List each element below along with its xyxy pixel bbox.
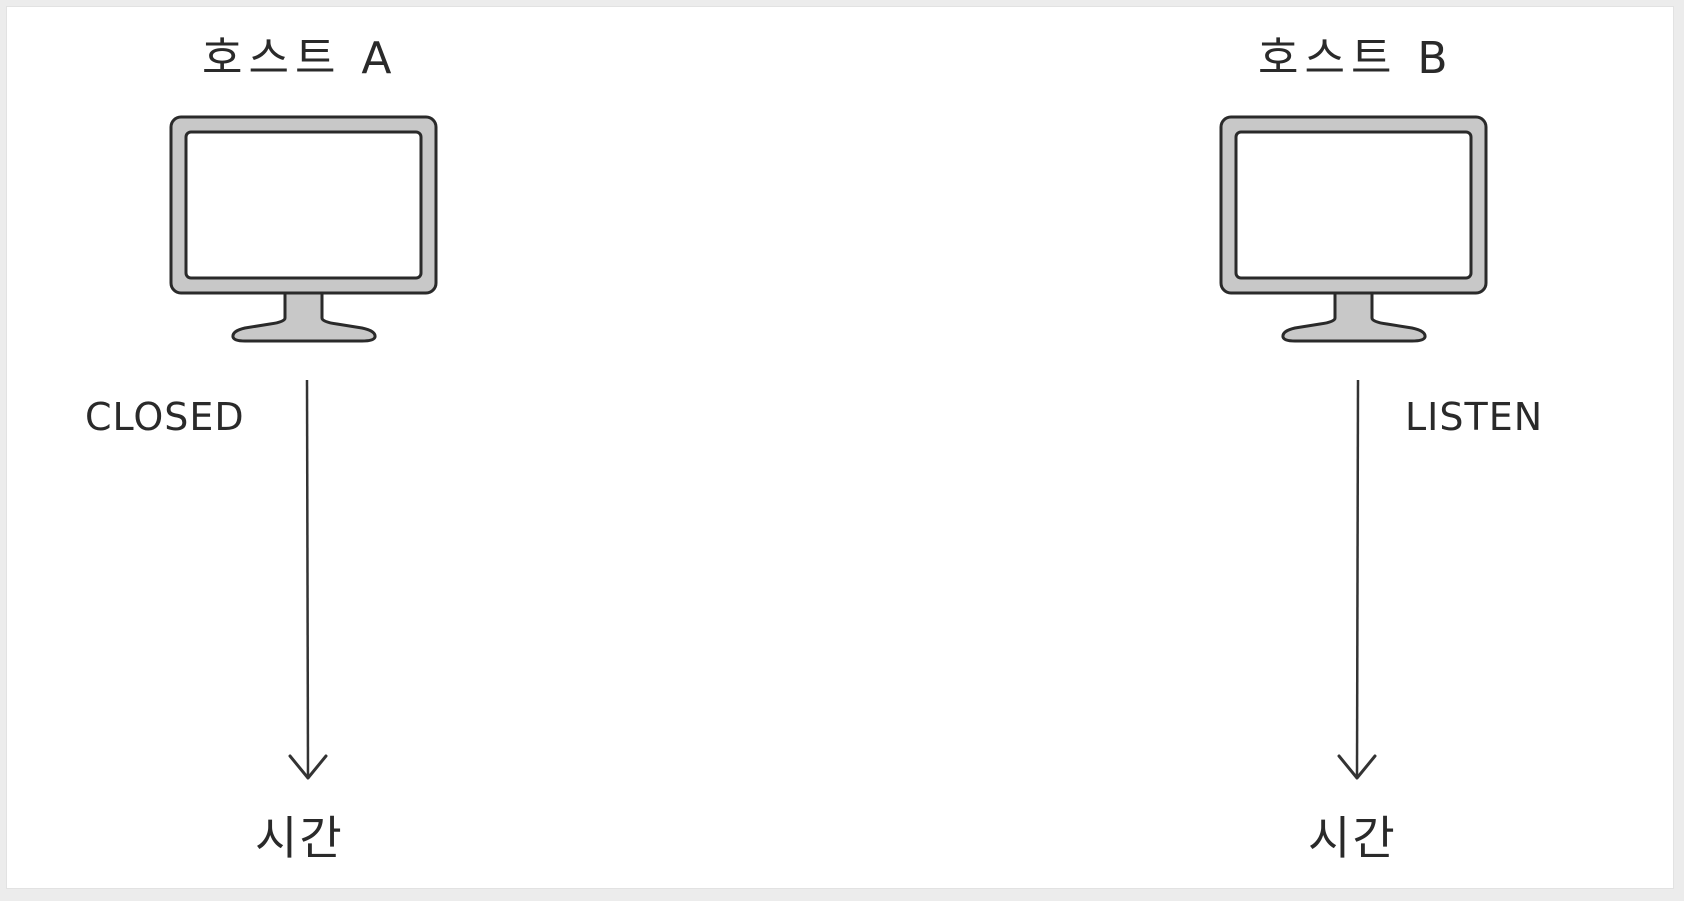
host-b-label: 호스트 B xyxy=(1258,33,1454,84)
timeline-arrow xyxy=(1337,379,1377,780)
monitor-icon xyxy=(169,115,438,343)
host-a-time-label: 시간 xyxy=(255,811,344,865)
timeline-arrow xyxy=(288,379,328,780)
monitor-icon xyxy=(1219,115,1488,343)
host-b-state-label: LISTEN xyxy=(1405,395,1544,439)
host-a-state-label: CLOSED xyxy=(85,395,245,439)
host-a-label: 호스트 A xyxy=(202,33,398,84)
host-b-time-label: 시간 xyxy=(1308,811,1397,865)
